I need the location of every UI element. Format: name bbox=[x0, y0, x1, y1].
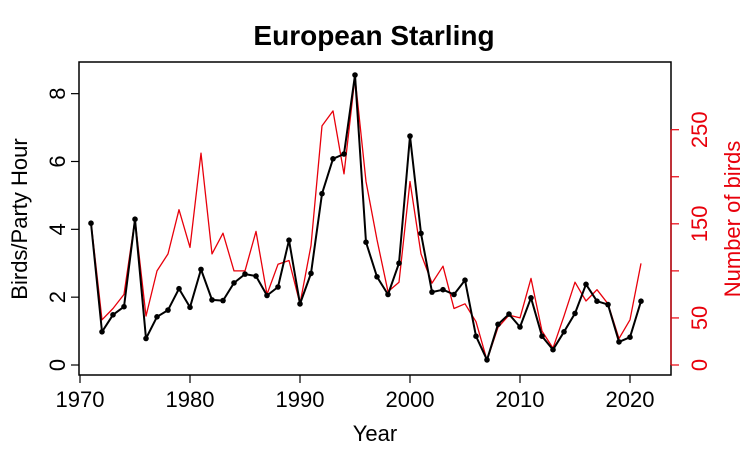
y-tick-label: 4 bbox=[45, 223, 70, 235]
y2-tick-label: 50 bbox=[687, 306, 712, 330]
data-point bbox=[286, 237, 292, 243]
y-tick-label: 2 bbox=[45, 291, 70, 303]
data-point bbox=[594, 298, 600, 305]
data-point bbox=[275, 284, 281, 290]
x-axis-label: Year bbox=[353, 421, 397, 446]
data-point bbox=[176, 285, 182, 292]
data-point bbox=[550, 346, 556, 353]
data-point bbox=[319, 190, 325, 197]
data-point bbox=[121, 303, 127, 310]
plot-frame bbox=[78, 61, 672, 376]
data-point bbox=[154, 314, 160, 320]
data-point bbox=[242, 271, 248, 277]
data-point bbox=[330, 156, 336, 162]
y2-axis-label: Number of birds bbox=[720, 141, 745, 298]
x-axis: 1970 1980 1990 2000 2010 2020 bbox=[56, 375, 655, 412]
data-point bbox=[88, 220, 94, 226]
data-point bbox=[440, 286, 446, 293]
data-point bbox=[495, 321, 501, 328]
data-point bbox=[638, 298, 644, 305]
data-point bbox=[143, 335, 149, 342]
data-point bbox=[517, 324, 523, 330]
x-tick-label: 1970 bbox=[56, 387, 105, 412]
data-point bbox=[297, 301, 303, 307]
chart-title: European Starling bbox=[253, 20, 494, 51]
data-point bbox=[561, 329, 567, 335]
x-tick-label: 1990 bbox=[276, 387, 325, 412]
data-point bbox=[352, 72, 358, 78]
data-point bbox=[506, 311, 512, 317]
x-tick-label: 2010 bbox=[496, 387, 545, 412]
data-point bbox=[363, 239, 369, 245]
data-point bbox=[264, 292, 270, 299]
data-point bbox=[605, 301, 611, 308]
data-point bbox=[396, 260, 402, 267]
x-tick-label: 2020 bbox=[606, 387, 655, 412]
data-point bbox=[198, 266, 204, 273]
data-point bbox=[627, 334, 633, 341]
data-point bbox=[110, 312, 116, 318]
y2-tick-label: 150 bbox=[687, 205, 712, 242]
data-point bbox=[220, 297, 226, 304]
data-point bbox=[187, 304, 193, 311]
data-point bbox=[165, 307, 171, 313]
y2-axis: 0 50 150 250 bbox=[670, 111, 712, 371]
data-point bbox=[462, 277, 468, 284]
data-point bbox=[418, 230, 424, 237]
y-tick-label: 8 bbox=[45, 88, 70, 100]
data-point bbox=[374, 274, 380, 280]
series-line-number-of-birds bbox=[90, 76, 642, 361]
y-tick-label: 6 bbox=[45, 155, 70, 167]
x-tick-label: 1980 bbox=[166, 387, 215, 412]
y-tick-label: 0 bbox=[45, 359, 70, 371]
data-point bbox=[429, 289, 435, 295]
data-point bbox=[473, 333, 479, 340]
data-point bbox=[132, 216, 138, 222]
data-point bbox=[451, 291, 457, 298]
data-point bbox=[209, 297, 215, 303]
data-point bbox=[341, 151, 347, 157]
y2-tick-label: 250 bbox=[687, 111, 712, 148]
data-point bbox=[231, 280, 237, 286]
y2-tick-label: 0 bbox=[687, 359, 712, 371]
data-point bbox=[539, 333, 545, 340]
x-tick-label: 2000 bbox=[386, 387, 435, 412]
data-point bbox=[407, 133, 413, 139]
data-point bbox=[253, 273, 259, 279]
data-point bbox=[99, 329, 105, 335]
data-point bbox=[616, 339, 622, 345]
series-line-birds-per-party-hour bbox=[90, 74, 642, 361]
data-point bbox=[528, 295, 534, 301]
y-axis-label: Birds/Party Hour bbox=[7, 138, 32, 299]
data-point bbox=[583, 281, 589, 288]
data-point bbox=[572, 310, 578, 317]
y-axis: 0 2 4 6 8 bbox=[45, 88, 79, 371]
data-point bbox=[308, 270, 314, 277]
series-group bbox=[88, 72, 644, 363]
data-point bbox=[484, 357, 490, 363]
data-point bbox=[385, 291, 391, 298]
